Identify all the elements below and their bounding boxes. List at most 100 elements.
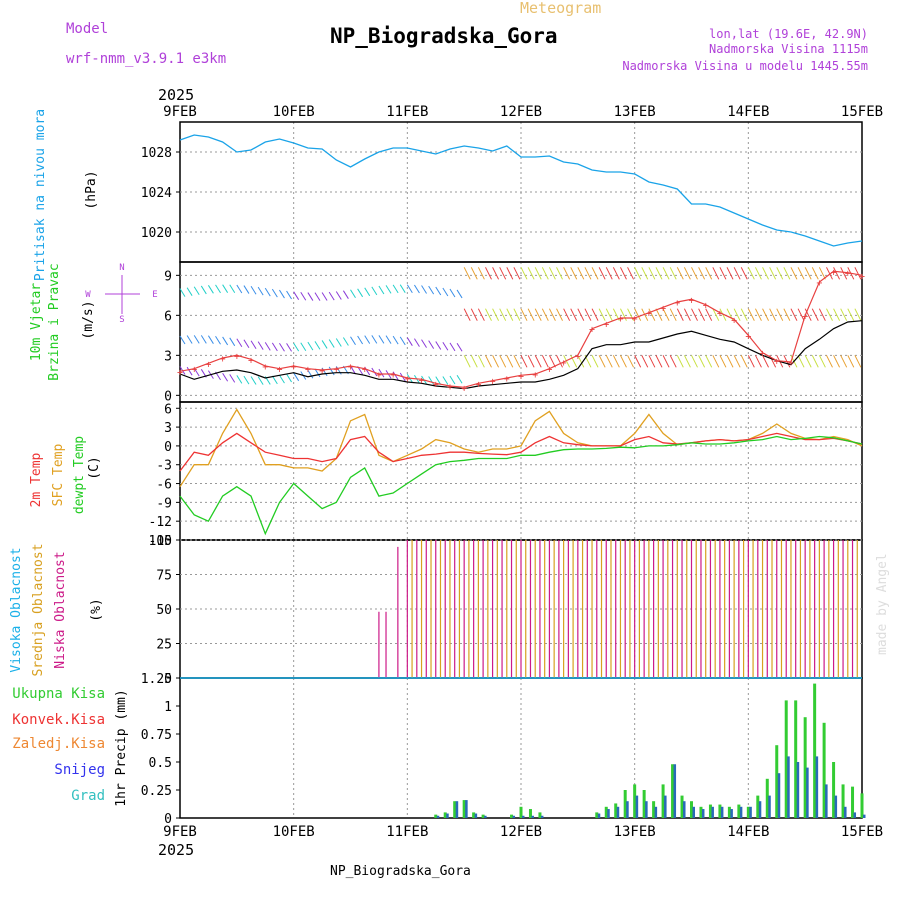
temp-unit: (C) [87, 456, 102, 479]
precip-snow-bar [853, 812, 857, 818]
wind-barb [591, 355, 599, 368]
wind-barb [698, 267, 706, 280]
y-tick-label: 0 [164, 440, 172, 455]
precip-total-bar [481, 814, 485, 818]
wind-barb [634, 355, 642, 368]
wind-barb [790, 308, 798, 321]
wind-barb [833, 267, 841, 280]
wind-barb [676, 308, 684, 321]
wind-barb [456, 374, 463, 384]
x-tick-label-top: 13FEB [614, 104, 656, 120]
wind-barb [548, 355, 556, 368]
precip-total-bar [775, 745, 779, 818]
wind-barb [286, 343, 292, 352]
y-tick-label: -6 [156, 478, 172, 493]
wind-barb [520, 308, 528, 321]
wind-barb [648, 355, 656, 368]
wind-barb [243, 339, 250, 349]
wind-barb [307, 292, 314, 301]
wind-barb [229, 374, 236, 383]
gust-marker: + [859, 271, 865, 282]
wind-barb [499, 267, 507, 280]
wind-barb [811, 267, 819, 280]
wind-barb [776, 308, 784, 321]
precip-snow-bar [645, 801, 648, 818]
wind-barb [428, 285, 435, 295]
wind-barb [840, 355, 848, 368]
gust-marker: + [419, 375, 425, 386]
wind-barb [840, 308, 848, 321]
wind-barb [492, 308, 500, 321]
wind-barb [449, 342, 456, 352]
wind-barb [548, 267, 556, 280]
precip-total-bar [794, 700, 798, 818]
wind-barb [442, 287, 449, 297]
wind-barb [520, 267, 528, 280]
gust-marker: + [589, 325, 595, 336]
precip-total-bar [765, 778, 769, 818]
wind-barb [598, 355, 606, 368]
wind-barb [513, 308, 521, 321]
precip-total-bar [718, 804, 722, 818]
wind-barb [279, 289, 285, 299]
wind-barb [456, 342, 463, 352]
wind-barb [200, 285, 207, 295]
wind-barb [371, 286, 378, 296]
precip-snow-bar [540, 815, 544, 818]
x-axis-bottom: 9FEB 10FEB 11FEB 12FEB 13FEB 14FEB 15FEB [163, 824, 883, 840]
y-tick-label: 1028 [141, 146, 172, 161]
wind-barb [612, 355, 620, 368]
wind-barb [719, 355, 727, 368]
wind-barb [193, 286, 200, 296]
wind-barb [584, 308, 592, 321]
precip-snow-bar [635, 795, 639, 818]
wind-barb [385, 335, 392, 344]
wind-barb [499, 308, 507, 321]
wind-barb [769, 308, 777, 321]
wind-barb [627, 308, 635, 321]
wind-barb [705, 267, 713, 280]
wind-barb [634, 267, 642, 280]
wind-barb [250, 340, 257, 350]
wind-barb [243, 285, 250, 294]
gust-marker: + [745, 331, 751, 342]
watermark: made by Angel [875, 553, 890, 655]
precip-snow-bar [730, 809, 733, 818]
precip-total-bar [642, 790, 646, 818]
precip-unit: 1hr Precip (mm) [114, 689, 129, 806]
wind-barb [527, 308, 535, 321]
wind-label-2: Brzina i Pravac [47, 263, 62, 380]
precip-total-bar [746, 806, 750, 818]
y-tick-label: 1.25 [141, 672, 172, 687]
wind-barb [250, 286, 257, 295]
y-tick-label: 3 [164, 421, 172, 436]
wind-barb [605, 267, 613, 280]
wind-barb [442, 376, 449, 385]
y-tick-label: 75 [156, 569, 172, 584]
wind-barb [428, 340, 435, 349]
wind-barb [570, 308, 578, 321]
cloud-unit: (%) [89, 598, 104, 621]
gust-marker: + [688, 295, 694, 306]
wind-barb [307, 369, 314, 379]
precip-total-bar [623, 790, 627, 818]
wind-barb [179, 288, 186, 297]
wind-barb [854, 355, 862, 368]
precip-total-bar [604, 806, 608, 818]
wind-barb [243, 375, 250, 385]
precip-total-bar [538, 812, 542, 818]
wind-barb [605, 308, 613, 321]
precip-snow-bar [844, 806, 847, 818]
precip-snow-bar [758, 801, 762, 818]
wind-barb [236, 284, 243, 294]
wind-barb [662, 355, 670, 368]
wind-barb [641, 355, 649, 368]
precip-snow-bar [465, 800, 468, 818]
precip-legend-item: Grad [71, 788, 105, 804]
gust-marker: + [319, 366, 325, 377]
wind-barb [854, 267, 862, 280]
wind-barb [279, 374, 285, 384]
wind-barb [584, 267, 592, 280]
wind-barb [328, 366, 335, 376]
wind-barb [754, 355, 762, 368]
